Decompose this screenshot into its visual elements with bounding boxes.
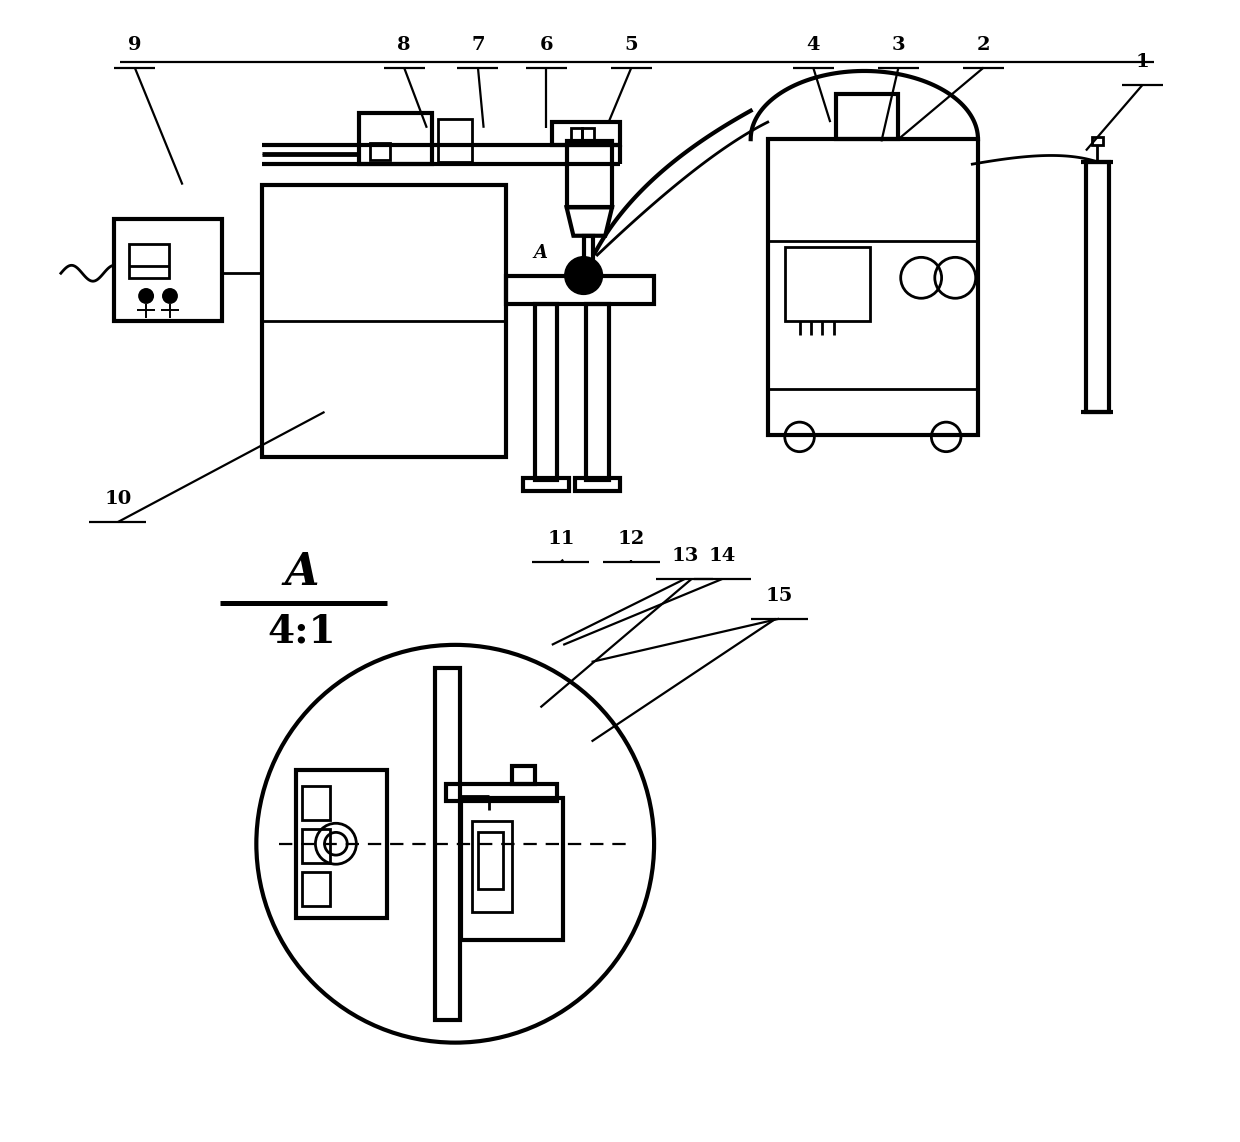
Text: 4:1: 4:1 (268, 612, 336, 651)
Bar (836, 94, 899, 139)
Bar (574, 477, 620, 491)
Bar (506, 275, 653, 304)
Text: A: A (533, 243, 547, 262)
Bar (583, 128, 594, 142)
Text: 9: 9 (128, 35, 141, 54)
Text: 4: 4 (806, 35, 820, 54)
Bar (129, 243, 169, 278)
Bar (523, 477, 569, 491)
Bar (768, 139, 978, 435)
Bar (114, 219, 222, 321)
Bar (296, 770, 387, 918)
Circle shape (565, 257, 601, 293)
Text: 2: 2 (977, 35, 991, 54)
Text: 12: 12 (618, 530, 645, 548)
Bar (584, 235, 593, 281)
Text: 7: 7 (471, 35, 485, 54)
Bar (301, 786, 330, 820)
Circle shape (138, 288, 154, 304)
Bar (358, 113, 433, 164)
Bar (472, 821, 512, 912)
Bar (477, 833, 503, 890)
Bar (552, 122, 620, 145)
Bar (435, 668, 460, 1020)
Text: 1: 1 (1136, 53, 1149, 71)
Text: 6: 6 (539, 35, 553, 54)
Bar (370, 143, 391, 160)
Bar (262, 185, 506, 457)
Bar (461, 798, 563, 940)
Text: 14: 14 (708, 547, 735, 565)
Circle shape (162, 288, 177, 304)
Text: 13: 13 (671, 547, 698, 565)
Bar (301, 829, 330, 863)
Bar (534, 304, 558, 480)
Bar (1086, 162, 1109, 412)
Text: 3: 3 (892, 35, 905, 54)
Bar (1091, 137, 1104, 145)
Text: 11: 11 (547, 530, 574, 548)
Bar (438, 119, 472, 162)
Text: A: A (284, 550, 319, 594)
Bar (446, 783, 558, 801)
Text: 5: 5 (625, 35, 639, 54)
Bar (785, 247, 870, 321)
Text: 15: 15 (765, 587, 792, 605)
Text: 8: 8 (397, 35, 410, 54)
Bar (301, 872, 330, 907)
Text: 10: 10 (104, 491, 131, 508)
Bar (567, 142, 613, 208)
Bar (512, 766, 534, 783)
Bar (587, 304, 609, 480)
Bar (572, 128, 583, 142)
